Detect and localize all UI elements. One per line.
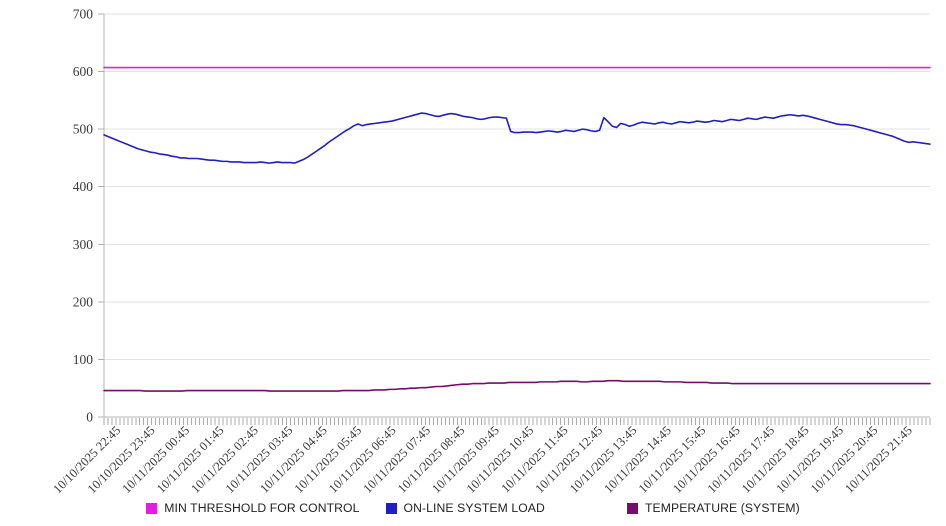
y-tick-label: 100	[73, 352, 94, 367]
series-line-1	[103, 112, 931, 164]
y-tick-label: 200	[73, 294, 94, 309]
y-tick-label: 700	[73, 7, 94, 22]
legend-item[interactable]: TEMPERATURE (SYSTEM)	[626, 501, 800, 515]
legend-item[interactable]: ON-LINE SYSTEM LOAD	[385, 501, 545, 515]
y-tick-label: 0	[86, 410, 93, 425]
legend-label: TEMPERATURE (SYSTEM)	[644, 501, 800, 515]
y-tick-label: 500	[73, 122, 94, 137]
y-tick-label: 300	[73, 237, 94, 252]
legend-color-swatch-icon	[626, 502, 638, 514]
y-tick-label: 400	[73, 179, 94, 194]
series-line-2	[103, 379, 931, 392]
legend-label: ON-LINE SYSTEM LOAD	[403, 501, 545, 515]
legend-item[interactable]: MIN THRESHOLD FOR CONTROL	[146, 501, 359, 515]
legend-color-swatch-icon	[146, 502, 158, 514]
y-tick-label: 600	[73, 64, 94, 79]
legend-label: MIN THRESHOLD FOR CONTROL	[164, 501, 360, 515]
chart-legend: MIN THRESHOLD FOR CONTROL ON-LINE SYSTEM …	[0, 496, 946, 520]
legend-color-swatch-icon	[385, 502, 397, 514]
